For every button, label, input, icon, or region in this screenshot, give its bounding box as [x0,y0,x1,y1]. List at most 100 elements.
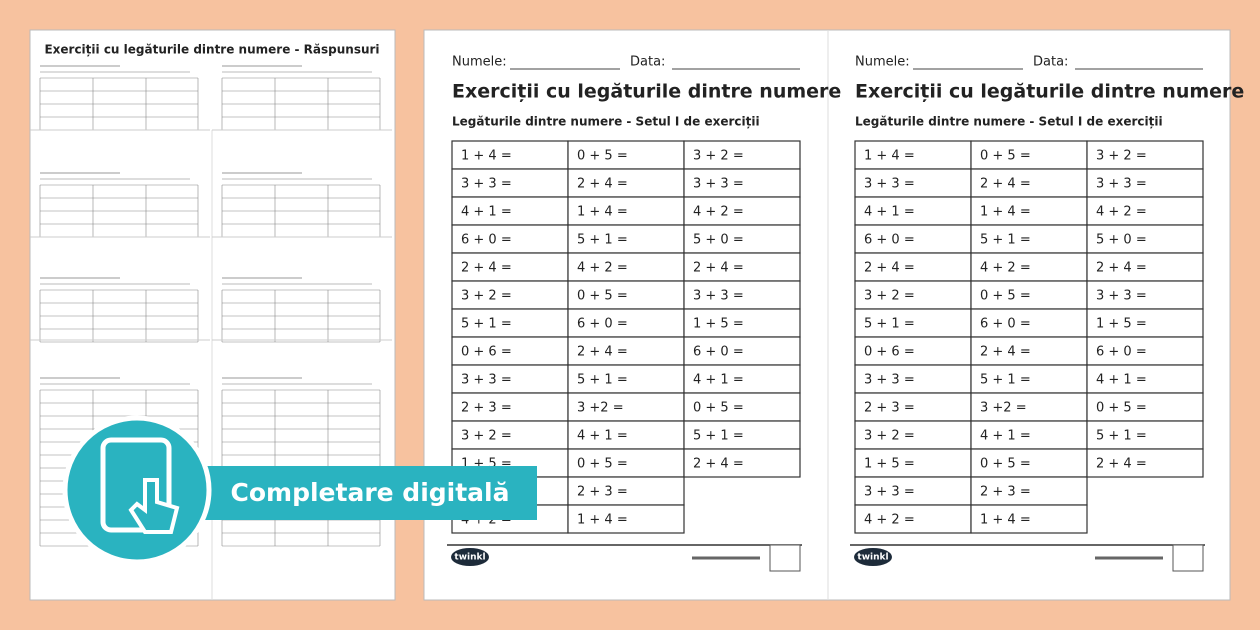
exercise: 2 + 4 = [980,345,1031,360]
exercise: 0 + 5 = [577,289,628,304]
exercise: 4 + 2 = [693,205,744,220]
table-cell [567,392,685,422]
footer-badge [1172,544,1204,572]
table-cell [854,308,972,338]
exercise: 5 + 0 = [1096,233,1147,248]
exercise: 0 + 5 = [980,149,1031,164]
table-cell [1086,252,1204,282]
exercise: 4 + 1 = [980,429,1031,444]
exercise: 3 + 3 = [864,373,915,388]
badge-banner [195,466,537,520]
logo: twinkl [857,553,888,563]
exercise: 6 + 0 = [461,233,512,248]
exercise: 1 + 4 = [980,513,1031,528]
table-cell [567,448,685,478]
exercise: 3 + 3 = [461,373,512,388]
table-cell [854,224,972,254]
exercise: 2 + 4 = [693,457,744,472]
exercise: 5 + 1 = [461,317,512,332]
exercise: 4 + 1 = [461,205,512,220]
footer-badge [769,544,801,572]
table-cell [970,392,1088,422]
table-cell [1086,308,1204,338]
exercise: 6 + 0 = [864,233,915,248]
exercise: 2 + 4 = [1096,261,1147,276]
exercise: 2 + 4 = [1096,457,1147,472]
table-cell [451,280,569,310]
exercise: 4 + 2 = [1096,205,1147,220]
table-cell [567,504,685,534]
exercise: 1 + 5 = [1096,317,1147,332]
exercise: 1 + 5 = [693,317,744,332]
table-cell [854,476,972,506]
exercise: 3 + 3 = [864,485,915,500]
exercise: 1 + 4 = [864,149,915,164]
table-cell [854,280,972,310]
worksheets: Numele: Data: Exerciții cu legăturile dint… [447,55,1244,572]
table-cell [683,196,801,226]
exercise: 4 + 2 = [980,261,1031,276]
table-cell [970,476,1088,506]
exercise: 1 + 4 = [461,149,512,164]
table-cell [970,448,1088,478]
sheet-subtitle: Legăturile dintre numere - Setul I de ex… [855,115,1163,129]
exercise: 1 + 5 = [864,457,915,472]
exercise: 3 + 2 = [864,289,915,304]
exercise: 3 + 2 = [693,149,744,164]
hand-icon [128,478,180,534]
table-cell [970,504,1088,534]
table-cell [567,336,685,366]
exercise: 5 + 1 = [577,233,628,248]
exercise: 3 +2 = [577,401,624,416]
exercise: 4 + 2 = [577,261,628,276]
exercise: 0 + 5 = [980,289,1031,304]
table-cell [1086,420,1204,450]
exercise: 4 + 2 = [864,513,915,528]
exercise: 0 + 5 = [577,149,628,164]
exercise: 3 + 2 = [864,429,915,444]
preview-title: Exerciții cu legăturile dintre numere - … [44,43,379,57]
exercise: 0 + 5 = [1096,401,1147,416]
exercise: 4 + 1 = [693,373,744,388]
table-cell [451,364,569,394]
exercise: 0 + 5 = [577,457,628,472]
table-cell [1086,448,1204,478]
table-cell [567,308,685,338]
exercise: 5 + 1 = [1096,429,1147,444]
sheet-subtitle: Legăturile dintre numere - Setul I de ex… [452,115,760,129]
exercise: 3 +2 = [980,401,1027,416]
date-label: Data: [630,55,665,70]
sheet-title: Exerciții cu legăturile dintre numere [452,81,841,103]
badge-text: Completare digitală [231,478,510,507]
exercise: 5 + 1 = [577,373,628,388]
table-cell [683,336,801,366]
exercise: 0 + 6 = [864,345,915,360]
exercise: 2 + 3 = [864,401,915,416]
exercise: 3 + 3 = [693,177,744,192]
table-cell [1086,168,1204,198]
exercise: 2 + 3 = [577,485,628,500]
digital-badge: Completare digitală [62,415,537,565]
table-cell [683,448,801,478]
exercise: 2 + 3 = [980,485,1031,500]
table-cell [683,280,801,310]
table-cell [567,252,685,282]
date-label: Data: [1033,55,1068,70]
logo: twinkl [454,553,485,563]
exercise: 0 + 5 = [693,401,744,416]
table-cell [451,140,569,170]
exercise: 5 + 1 = [980,233,1031,248]
exercise: 3 + 2 = [461,289,512,304]
exercise: 2 + 4 = [577,345,628,360]
tablet-icon [100,437,172,533]
table-cell [1086,196,1204,226]
table-cell [970,224,1088,254]
exercise: 3 + 3 = [1096,289,1147,304]
exercise: 3 + 2 = [461,429,512,444]
table-cell [854,448,972,478]
table-cell [683,308,801,338]
exercise: 2 + 4 = [693,261,744,276]
table-cell [854,392,972,422]
logo-shape [451,548,489,566]
